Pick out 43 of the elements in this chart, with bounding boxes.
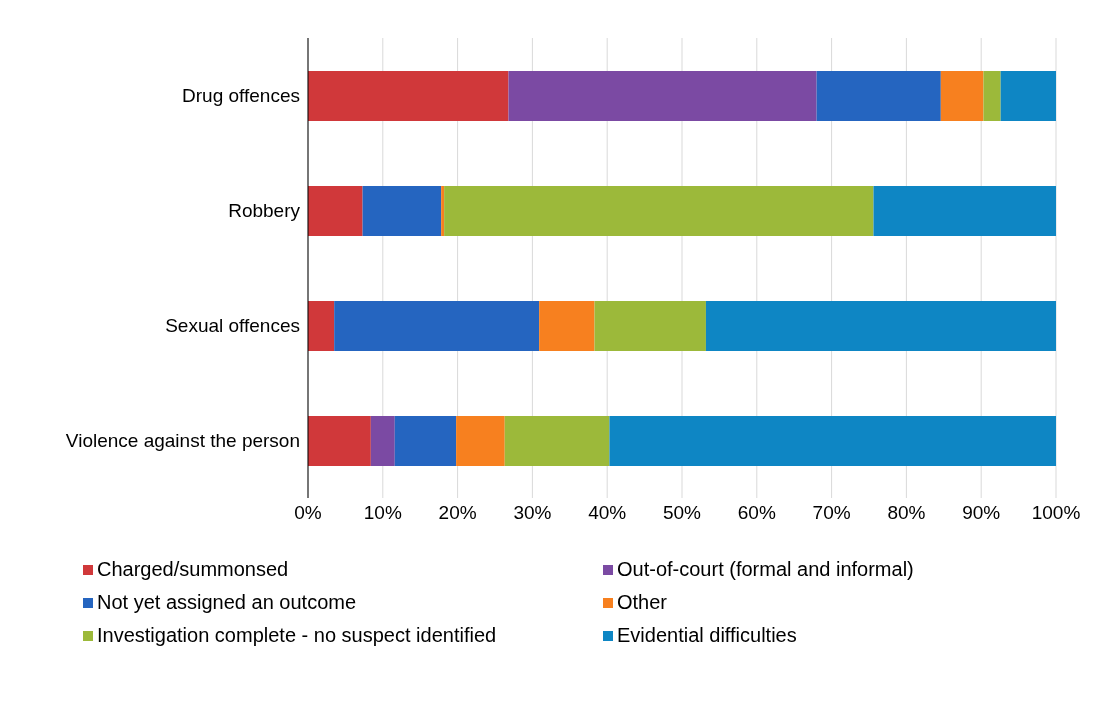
legend-label: Investigation complete - no suspect identified — [97, 624, 497, 647]
bar — [334, 301, 540, 351]
bar — [1000, 71, 1056, 121]
x-tick-label: 60% — [737, 502, 776, 524]
bar — [308, 71, 509, 121]
bar — [308, 186, 363, 236]
bar — [539, 301, 595, 351]
bar — [594, 301, 706, 351]
bar — [508, 71, 817, 121]
bar — [308, 416, 371, 466]
x-tick-label: 80% — [887, 502, 926, 524]
x-tick-label: 0% — [294, 502, 322, 524]
bar — [940, 71, 984, 121]
x-tick-label: 90% — [962, 502, 1001, 524]
bar — [441, 186, 445, 236]
bar — [705, 301, 1056, 351]
bar — [362, 186, 442, 236]
bar — [444, 186, 874, 236]
bar — [308, 301, 335, 351]
x-tick-label: 70% — [812, 502, 851, 524]
bar — [456, 416, 505, 466]
bar — [504, 416, 610, 466]
legend-label: Other — [617, 591, 668, 614]
legend-label: Not yet assigned an outcome — [97, 591, 357, 614]
bar — [370, 416, 395, 466]
x-tick-label: 30% — [513, 502, 552, 524]
legend-label: Out-of-court (formal and informal) — [617, 558, 914, 581]
y-tick-label: Drug offences — [182, 85, 300, 107]
bar — [983, 71, 1001, 121]
bar — [816, 71, 941, 121]
x-tick-label: 50% — [662, 502, 702, 524]
x-tick-label: 40% — [588, 502, 627, 524]
x-tick-label: 20% — [438, 502, 477, 524]
bar — [609, 416, 1056, 466]
legend-label: Charged/summonsed — [97, 558, 289, 581]
legend-label: Evidential difficulties — [617, 624, 797, 647]
y-tick-label: Robbery — [228, 200, 301, 222]
x-tick-label: 100% — [1031, 502, 1081, 524]
x-tick-label: 10% — [363, 502, 402, 524]
y-tick-label: Violence against the person — [65, 430, 300, 452]
bar — [873, 186, 1056, 236]
y-tick-label: Sexual offences — [165, 315, 300, 337]
bar — [394, 416, 457, 466]
